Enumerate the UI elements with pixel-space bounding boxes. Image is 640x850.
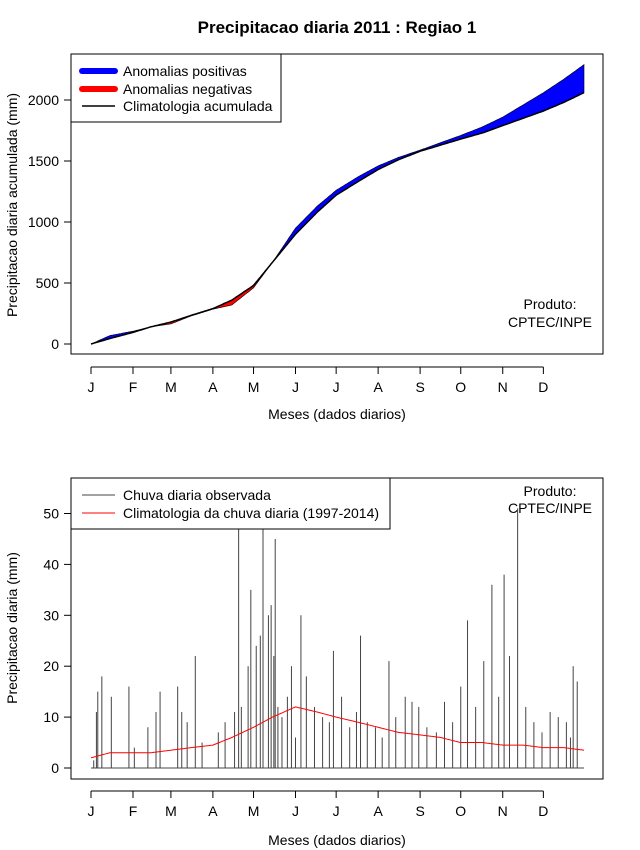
c1-x-tick-label: N xyxy=(498,379,508,395)
c1-x-tick-label: M xyxy=(248,379,260,395)
credit-line-1: Produto: xyxy=(524,296,577,312)
daily-climatology-line xyxy=(90,706,585,759)
c2-y-tick-label: 10 xyxy=(43,709,59,725)
c1-y-tick-label: 500 xyxy=(36,275,60,291)
c2-x-tick-label: D xyxy=(538,803,548,819)
c1-x-tick-label: F xyxy=(129,379,138,395)
c1-x-tick-label: M xyxy=(165,379,177,395)
c2-y-tick-label: 0 xyxy=(51,760,59,776)
observed-spikes xyxy=(91,508,584,769)
c2-y-tick-label: 20 xyxy=(43,658,59,674)
c2-y-tick-label: 50 xyxy=(43,506,59,522)
credit-line-4: CPTEC/INPE xyxy=(508,500,592,516)
c2-x-tick-label: F xyxy=(129,803,138,819)
cumulative-chart: 0 500 1000 1500 2000 J F M A M J J A S O N D Meses (dad… xyxy=(4,53,604,422)
legend-label-climatology: Climatologia acumulada xyxy=(123,98,273,114)
c2-x-tick-label: A xyxy=(373,803,383,819)
daily-chart: 0 10 20 30 40 50 J F M A M J J A S O N D Meses (dados di… xyxy=(4,477,604,848)
chart-title: Precipitacao diaria 2011 : Regiao 1 xyxy=(198,18,477,37)
c2-y-tick-label: 40 xyxy=(43,556,59,572)
c1-x-tick-label: A xyxy=(208,379,218,395)
c1-x-tick-label: A xyxy=(373,379,383,395)
c1-y-tick-label: 2000 xyxy=(28,92,59,108)
c1-y-tick-label: 0 xyxy=(51,336,59,352)
c2-x-tick-label: S xyxy=(415,803,424,819)
c2-x-tick-label: J xyxy=(88,803,95,819)
climatology-cumulative-line xyxy=(90,92,585,345)
series-lines-1 xyxy=(90,92,585,345)
positive-anomaly-area xyxy=(272,64,585,263)
c1-y-tick-label: 1500 xyxy=(28,153,59,169)
y-axis-label-1: Precipitacao diaria acumulada (mm) xyxy=(4,93,20,317)
legend-label-daily-climatology: Climatologia da chuva diaria (1997-2014) xyxy=(123,505,379,521)
c1-x-tick-label: D xyxy=(538,379,548,395)
legend-label-positive: Anomalias positivas xyxy=(123,63,247,79)
legend-label-observed: Chuva diaria observada xyxy=(123,487,271,503)
c1-x-tick-label: J xyxy=(88,379,95,395)
legend-1: Anomalias positivas Anomalias negativas … xyxy=(70,53,282,123)
c2-x-tick-label: N xyxy=(498,803,508,819)
x-axis-label-1: Meses (dados diarios) xyxy=(268,406,406,422)
legend-box-2 xyxy=(70,477,391,530)
c2-x-tick-label: O xyxy=(455,803,466,819)
c2-x-tick-label: J xyxy=(333,803,340,819)
y-axis-2: 0 10 20 30 40 50 xyxy=(43,506,72,776)
c2-y-tick-label: 30 xyxy=(43,607,59,623)
c1-x-tick-label: O xyxy=(455,379,466,395)
legend-2: Chuva diaria observada Climatologia da c… xyxy=(70,477,391,530)
y-axis-1: 0 500 1000 1500 2000 xyxy=(28,92,72,352)
c2-x-tick-label: M xyxy=(248,803,260,819)
x-axis-label-2: Meses (dados diarios) xyxy=(268,832,406,848)
legend-label-negative: Anomalias negativas xyxy=(123,81,252,97)
negative-anomaly-area xyxy=(151,262,273,328)
c1-y-tick-label: 1000 xyxy=(28,214,59,230)
y-axis-label-2: Precipitacao diaria (mm) xyxy=(4,552,20,704)
c2-x-tick-label: J xyxy=(292,803,299,819)
c2-x-tick-label: M xyxy=(165,803,177,819)
c2-x-tick-label: A xyxy=(208,803,218,819)
c1-x-tick-label: J xyxy=(333,379,340,395)
credit-line-3: Produto: xyxy=(524,483,577,499)
c1-x-tick-label: J xyxy=(292,379,299,395)
c1-x-tick-label: S xyxy=(415,379,424,395)
climatology-line-2 xyxy=(90,706,585,759)
credit-line-2: CPTEC/INPE xyxy=(508,314,592,330)
